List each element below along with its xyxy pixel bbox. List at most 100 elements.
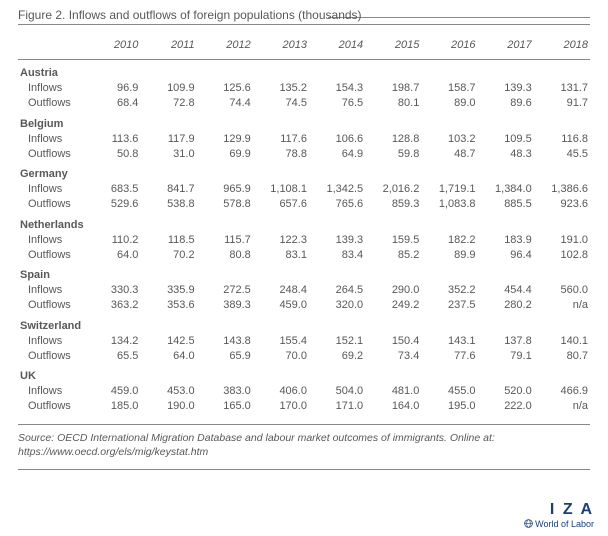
data-cell: 152.1 [309,333,365,348]
row-label: Inflows [18,333,84,348]
data-cell: 69.2 [309,348,365,363]
data-cell: 70.0 [253,348,309,363]
source-line: Source: OECD International Migration Dat… [18,431,590,459]
data-cell: 48.3 [478,146,534,161]
year-header: 2018 [534,29,590,60]
data-cell: 125.6 [197,81,253,96]
country-header-row: Netherlands [18,212,590,233]
data-cell: 118.5 [140,232,196,247]
data-cell: 538.8 [140,197,196,212]
country-name: UK [18,363,590,384]
data-cell: 113.6 [84,131,140,146]
data-cell: 74.4 [197,96,253,111]
table-row: Inflows96.9109.9125.6135.2154.3198.7158.… [18,81,590,96]
data-cell: 195.0 [421,399,477,414]
data-cell: 1,719.1 [421,182,477,197]
data-cell: 106.6 [309,131,365,146]
data-cell: 110.2 [84,232,140,247]
data-cell: 280.2 [478,298,534,313]
data-cell: 64.0 [84,247,140,262]
data-cell: 31.0 [140,146,196,161]
data-cell: 59.8 [365,146,421,161]
table-row: Outflows50.831.069.978.864.959.848.748.3… [18,146,590,161]
country-name: Netherlands [18,212,590,233]
table-row: Inflows330.3335.9272.5248.4264.5290.0352… [18,283,590,298]
data-cell: 140.1 [534,333,590,348]
data-cell: 222.0 [478,399,534,414]
table-bottom-rule [18,424,590,425]
data-cell: 143.8 [197,333,253,348]
table-body: AustriaInflows96.9109.9125.6135.2154.319… [18,60,590,414]
header-blank [18,29,84,60]
row-label: Outflows [18,197,84,212]
row-label: Inflows [18,283,84,298]
year-header: 2014 [309,29,365,60]
data-cell: 80.7 [534,348,590,363]
table-row: Outflows185.0190.0165.0170.0171.0164.019… [18,399,590,414]
data-cell: 117.6 [253,131,309,146]
data-cell: 115.7 [197,232,253,247]
data-cell: 190.0 [140,399,196,414]
table-row: Outflows529.6538.8578.8657.6765.6859.31,… [18,197,590,212]
data-cell: 155.4 [253,333,309,348]
data-cell: 78.8 [253,146,309,161]
row-label: Outflows [18,298,84,313]
data-cell: 383.0 [197,384,253,399]
data-cell: 135.2 [253,81,309,96]
data-cell: 765.6 [309,197,365,212]
row-label: Outflows [18,146,84,161]
data-cell: 122.3 [253,232,309,247]
data-cell: 459.0 [253,298,309,313]
data-cell: 923.6 [534,197,590,212]
footer-rule [18,469,590,470]
data-cell: 389.3 [197,298,253,313]
country-name: Belgium [18,111,590,132]
data-cell: 170.0 [253,399,309,414]
data-cell: 83.4 [309,247,365,262]
country-name: Spain [18,262,590,283]
data-cell: 657.6 [253,197,309,212]
data-cell: 128.8 [365,131,421,146]
data-cell: 103.2 [421,131,477,146]
data-cell: 1,384.0 [478,182,534,197]
row-label: Inflows [18,81,84,96]
data-cell: 578.8 [197,197,253,212]
figure-title-wrap: Figure 2. Inflows and outflows of foreig… [18,8,590,18]
data-cell: 264.5 [309,283,365,298]
data-cell: 85.2 [365,247,421,262]
data-cell: 91.7 [534,96,590,111]
data-cell: 363.2 [84,298,140,313]
figure-title: Figure 2. Inflows and outflows of foreig… [18,8,590,22]
data-cell: 504.0 [309,384,365,399]
source-text: : OECD International Migration Database … [18,432,495,458]
data-cell: 320.0 [309,298,365,313]
country-name: Switzerland [18,313,590,334]
data-cell: 68.4 [84,96,140,111]
data-cell: 560.0 [534,283,590,298]
data-cell: 481.0 [365,384,421,399]
data-cell: 171.0 [309,399,365,414]
data-cell: 290.0 [365,283,421,298]
data-cell: 80.1 [365,96,421,111]
data-cell: 102.8 [534,247,590,262]
data-cell: 335.9 [140,283,196,298]
row-label: Inflows [18,232,84,247]
data-cell: 459.0 [84,384,140,399]
data-cell: 139.3 [478,81,534,96]
table-row: Outflows363.2353.6389.3459.0320.0249.223… [18,298,590,313]
figure-container: Figure 2. Inflows and outflows of foreig… [0,0,608,536]
data-cell: 131.7 [534,81,590,96]
row-label: Inflows [18,131,84,146]
data-cell: 1,342.5 [309,182,365,197]
data-cell: 109.9 [140,81,196,96]
year-header: 2012 [197,29,253,60]
data-cell: 165.0 [197,399,253,414]
data-cell: 134.2 [84,333,140,348]
data-cell: 139.3 [309,232,365,247]
data-cell: 164.0 [365,399,421,414]
data-cell: 48.7 [421,146,477,161]
data-cell: 159.5 [365,232,421,247]
country-header-row: UK [18,363,590,384]
data-cell: 116.8 [534,131,590,146]
data-cell: 841.7 [140,182,196,197]
